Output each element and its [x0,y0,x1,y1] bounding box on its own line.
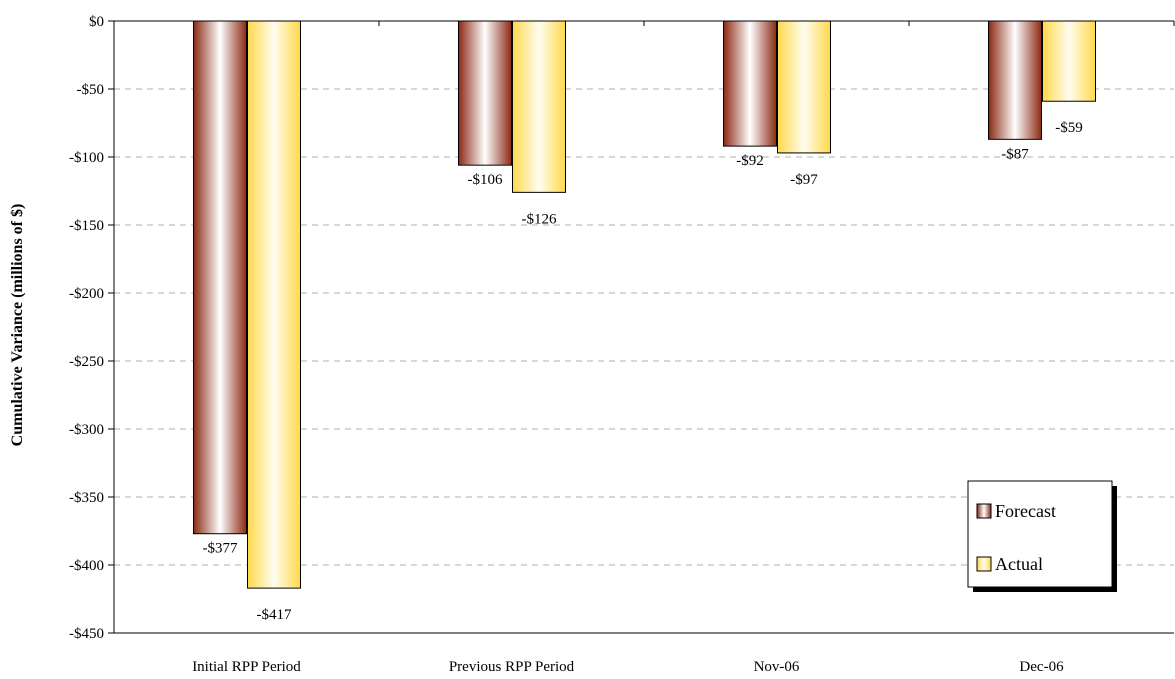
data-label-forecast: -$106 [468,172,503,188]
bar-actual [247,20,301,589]
bar-forecast [458,20,512,166]
data-label-actual: -$126 [522,211,557,227]
data-label-actual: -$59 [1055,120,1083,136]
data-label-forecast: -$377 [203,541,238,557]
y-tick-label: -$450 [69,626,104,642]
bars [193,20,1096,589]
data-label-actual: -$417 [257,607,292,623]
y-tick-label: $0 [89,14,104,30]
y-tick-label: -$150 [69,218,104,234]
data-labels: -$377 -$417 -$106 -$126 -$92 -$97 -$87 -$59 [203,120,1083,623]
legend-label-actual: Actual [995,554,1043,574]
bar-forecast [988,20,1042,140]
bar-forecast [193,20,247,535]
legend-box [967,480,1113,588]
legend-swatch-forecast [976,503,992,519]
y-tick-label: -$200 [69,286,104,302]
x-tick-label: Dec-06 [1019,659,1064,675]
bar-forecast [723,20,777,147]
bar-actual [1042,20,1096,102]
legend-label-forecast: Forecast [995,501,1056,521]
y-tick-label: -$250 [69,354,104,370]
y-tick-label: -$300 [69,422,104,438]
legend: Forecast Actual [967,480,1117,592]
x-tick-label: Initial RPP Period [192,659,301,675]
bar-actual [777,20,831,154]
tick-labels: $0 -$50 -$100 -$150 -$200 -$250 -$300 -$350 -$40… [69,14,1064,675]
y-tick-label: -$100 [69,150,104,166]
y-tick-label: -$350 [69,490,104,506]
data-label-forecast: -$87 [1001,146,1029,162]
y-axis-title: Cumulative Variance (millions of $) [9,204,26,447]
x-tick-label: Nov-06 [754,659,800,675]
data-label-actual: -$97 [790,172,818,188]
y-tick-label: -$400 [69,558,104,574]
y-tick-label: -$50 [77,82,105,98]
data-label-forecast: -$92 [736,153,764,169]
bar-actual [512,20,566,193]
legend-swatch-actual [976,556,992,572]
x-tick-label: Previous RPP Period [449,659,575,675]
